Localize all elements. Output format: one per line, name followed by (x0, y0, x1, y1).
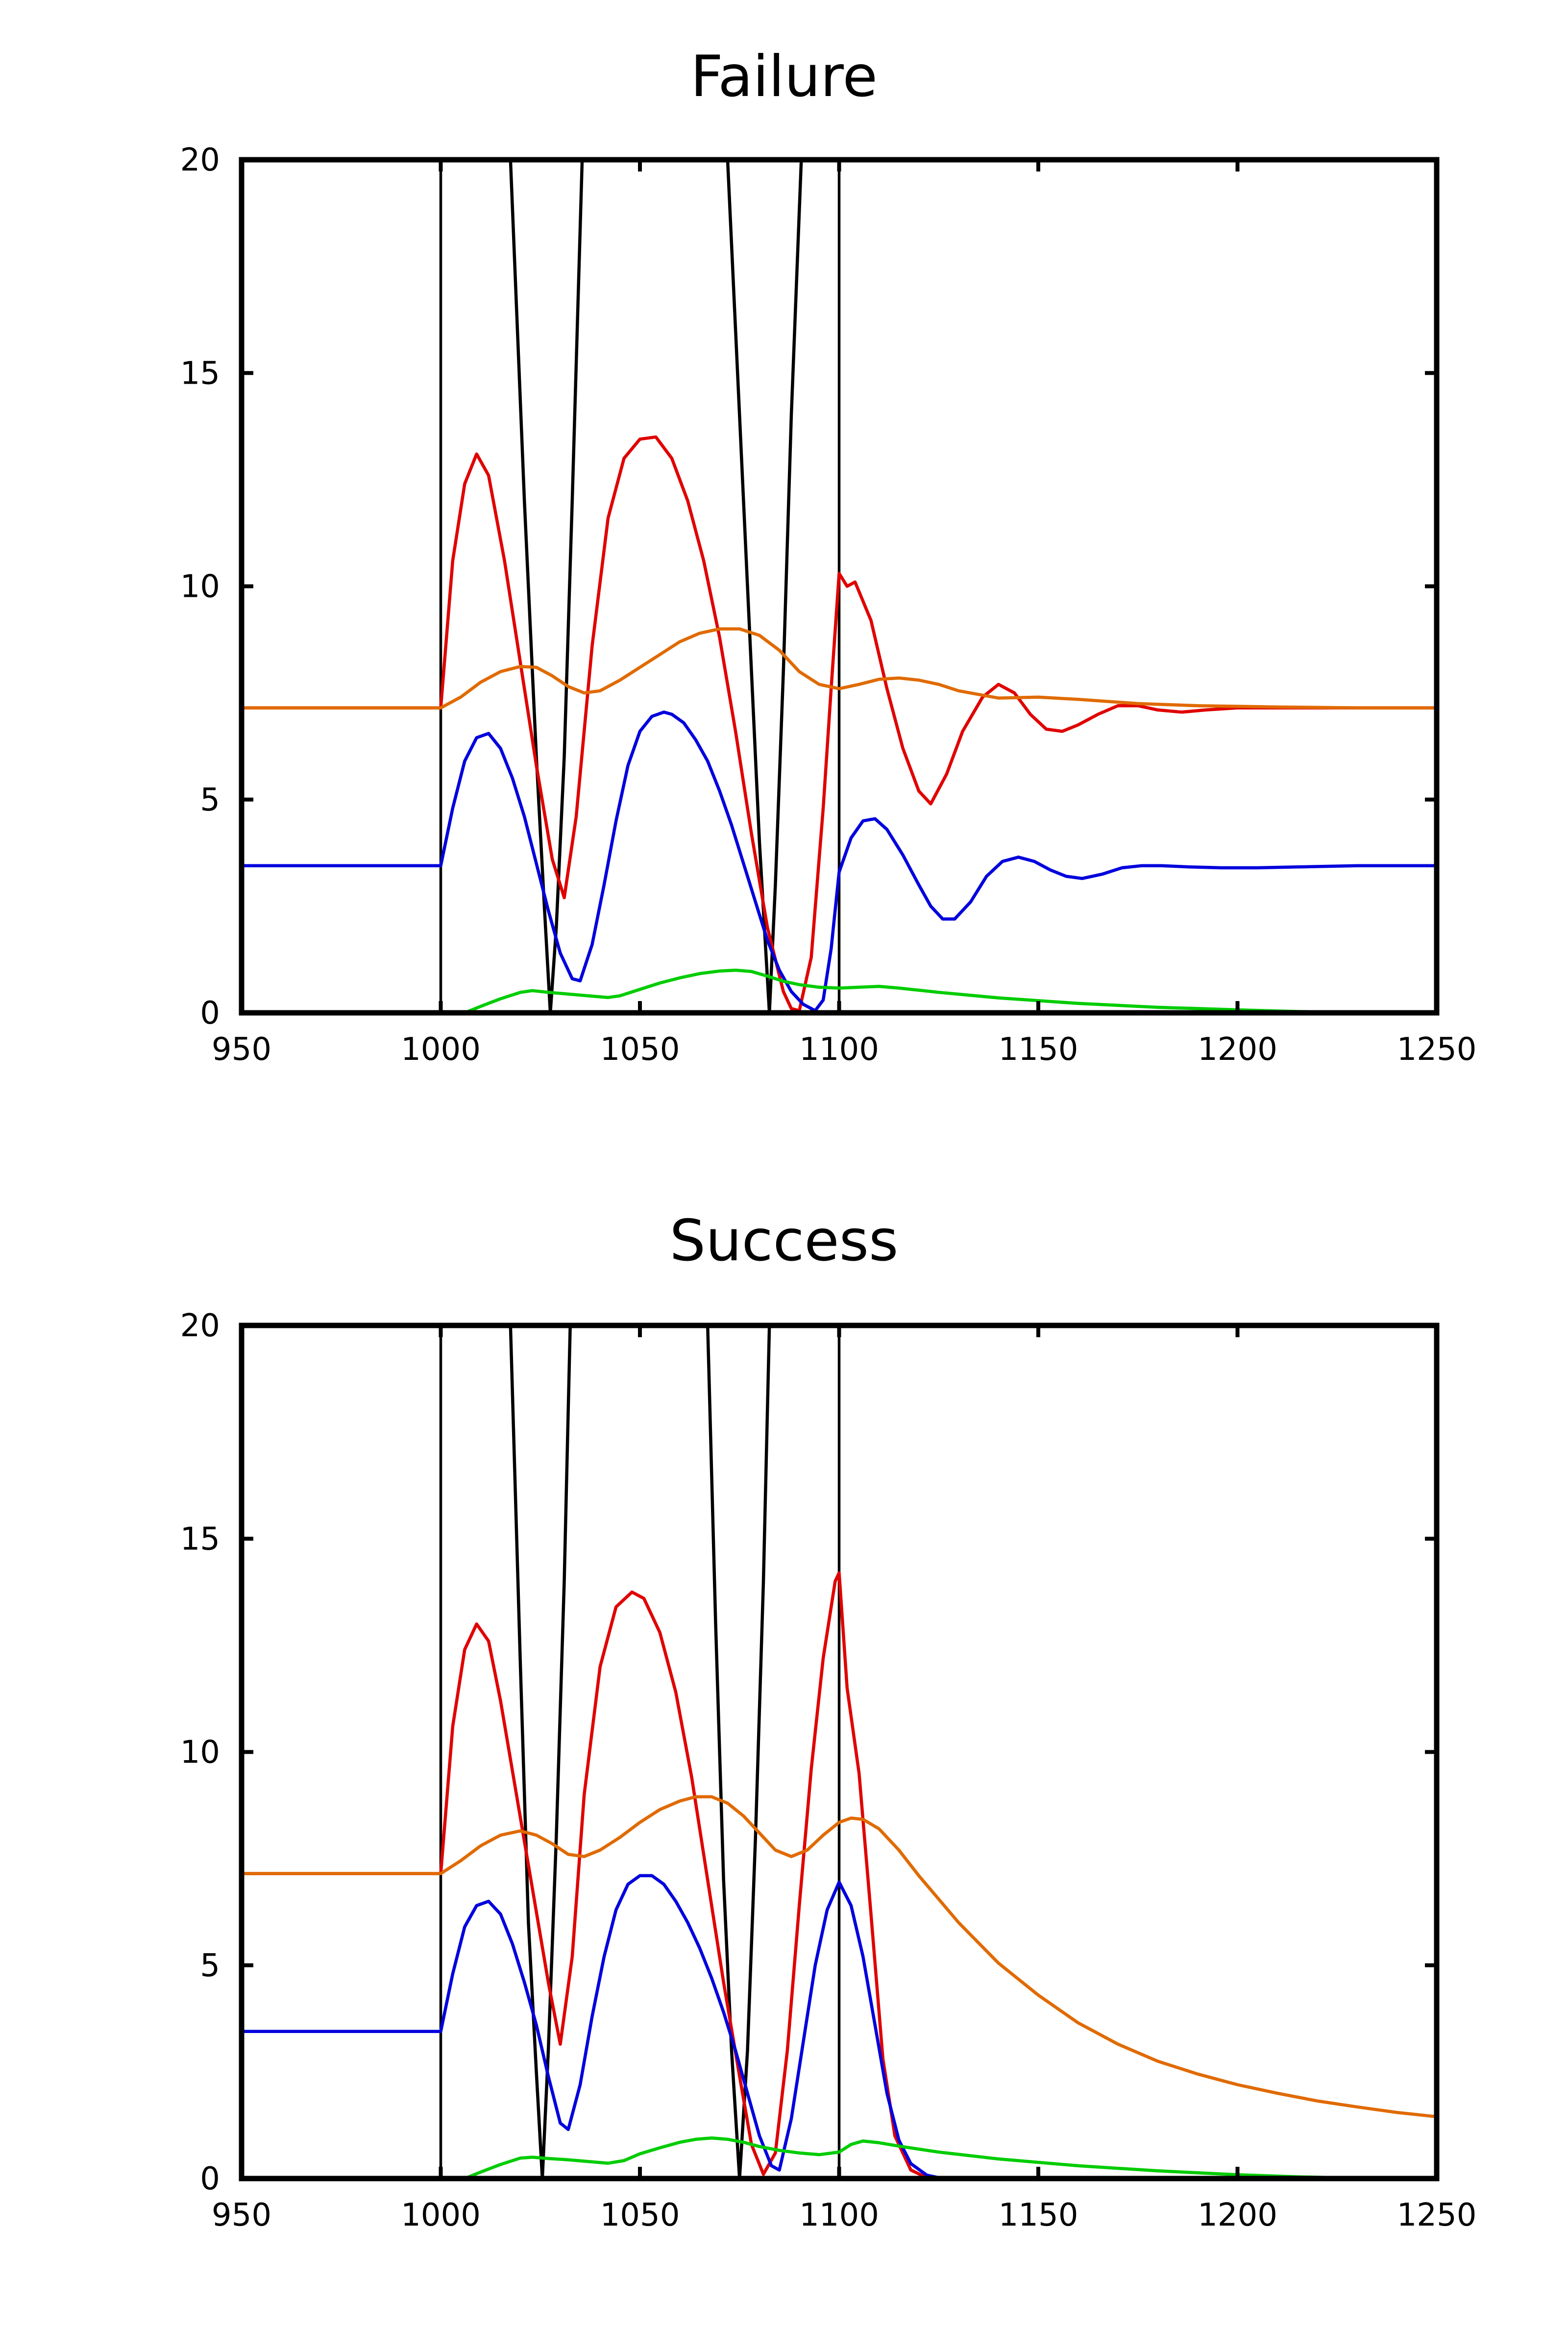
y-tick-label: 5 (200, 1948, 220, 1984)
chart-failure: Failure 950 1000 1050 1100 1150 1200 1250 0 5 10 1… (180, 44, 1477, 1068)
x-tick-label: 1250 (1397, 2197, 1477, 2233)
series-line-4 (463, 968, 1437, 1013)
y-tick-label: 5 (200, 782, 220, 818)
x-tick-label: 1050 (600, 2197, 680, 2233)
y-tick-label: 10 (180, 569, 220, 605)
chart-success: Success 950 1000 1050 1100 1150 1200 1250 0 5 10 1… (180, 1208, 1477, 2233)
series-line-2 (242, 1795, 1437, 2119)
y-tick-label: 10 (180, 1735, 220, 1771)
chart-title: Failure (690, 44, 878, 110)
series-line-2 (242, 627, 1437, 710)
x-tick-label: 1000 (401, 1031, 481, 1068)
series-line-4 (463, 2136, 1437, 2179)
y-tick-label: 15 (180, 355, 220, 392)
plot-frame (239, 157, 1440, 1016)
x-tick-label: 1100 (799, 2197, 879, 2233)
x-tick-label: 950 (212, 1031, 271, 1068)
x-tick-label: 1000 (401, 2197, 481, 2233)
axes: 950 1000 1050 1100 1150 1200 1250 0 5 10 15 20 (180, 1308, 1477, 2233)
x-tick-label: 1250 (1397, 1031, 1477, 1068)
series-line-3 (242, 710, 1437, 1012)
y-tick-label: 0 (200, 2161, 220, 2197)
x-tick-label: 1150 (999, 1031, 1078, 1068)
x-tick-label: 1150 (999, 2197, 1078, 2233)
plot-frame (239, 1323, 1440, 2181)
series-line-1 (242, 1571, 1437, 2179)
x-tick-label: 950 (212, 2197, 271, 2233)
y-tick-label: 20 (180, 142, 220, 178)
x-tick-label: 1200 (1198, 2197, 1277, 2233)
x-tick-label: 1200 (1198, 1031, 1277, 1068)
y-tick-label: 0 (200, 995, 220, 1031)
plot-area (242, 1325, 1437, 2179)
plot-area (242, 160, 1437, 1013)
y-tick-label: 20 (180, 1308, 220, 1344)
chart-title: Success (670, 1208, 899, 1274)
x-tick-label: 1100 (799, 1031, 879, 1068)
series-line-0 (509, 160, 803, 1013)
y-tick-label: 15 (180, 1521, 220, 1557)
series-line-1 (242, 435, 1437, 1012)
series-line-3 (242, 1874, 1437, 2179)
x-tick-label: 1050 (600, 1031, 680, 1068)
axes: 950 1000 1050 1100 1150 1200 1250 0 5 10 15 20 (180, 142, 1477, 1068)
series-line-0 (509, 1325, 771, 2179)
